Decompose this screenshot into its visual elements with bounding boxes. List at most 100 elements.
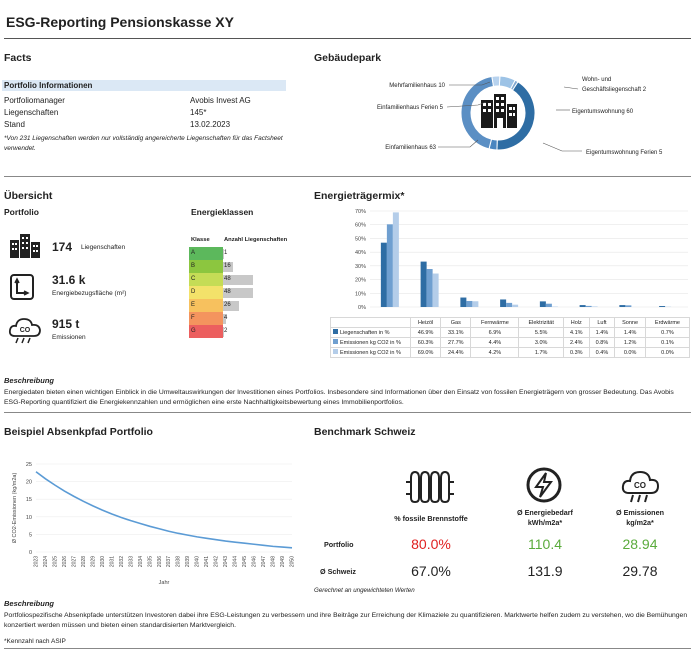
x-tick-label: 2037 xyxy=(166,556,172,567)
x-tick-label: 2044 xyxy=(233,556,239,567)
y-tick-label: 70% xyxy=(355,209,366,215)
bar xyxy=(466,300,473,307)
x-tick-label: 2025 xyxy=(52,556,58,567)
x-tick-label: 2035 xyxy=(147,556,153,567)
energieklasse-count: 2 xyxy=(224,328,228,334)
bar xyxy=(472,301,479,307)
x-tick-label: 2050 xyxy=(290,556,296,567)
energieklasse-swatch xyxy=(189,273,223,286)
leader-line xyxy=(563,86,579,90)
benchmark-col-label: % fossile Brennstoffe xyxy=(394,514,468,523)
divider xyxy=(4,176,691,177)
facts-value: 145* xyxy=(190,108,207,117)
x-tick-label: 2029 xyxy=(90,556,96,567)
benchmark-value-schweiz: 67.0% xyxy=(411,563,451,579)
facts-heading: Facts xyxy=(4,52,32,64)
data-label: 69.0% xyxy=(409,347,442,358)
table-row: Liegenschaften in % 46.9% 33.1% 6.9% 5.5% 4.1… xyxy=(330,327,691,338)
data-label: 27.7% xyxy=(440,337,472,348)
facts-table-header-label: Portfolio Informationen xyxy=(4,81,93,90)
y-tick-label: 20 xyxy=(26,480,32,486)
facts-labels: Portfoliomanager Liegenschaften Stand xyxy=(4,95,65,131)
x-tick-label: 2026 xyxy=(62,556,68,567)
category-label: Heizöl xyxy=(409,317,442,328)
energieklasse-count: 48 xyxy=(224,276,231,282)
data-label: 24.4% xyxy=(440,347,472,358)
category-label: Elektrizität xyxy=(518,317,564,328)
facts-value: 13.02.2023 xyxy=(190,120,231,129)
y-tick-label: 0% xyxy=(358,305,366,311)
y-tick-label: 60% xyxy=(355,223,366,229)
energieklasse-label: E xyxy=(191,302,196,308)
bar xyxy=(585,305,592,307)
donut-label-efhf: Einfamilienhaus Ferien 5 xyxy=(377,105,444,111)
series-name: Liegenschaften in % xyxy=(340,330,390,336)
donut-label-wg: Geschäftsliegenschaft 2 xyxy=(582,87,647,93)
gebaeudepark-heading: Gebäudepark xyxy=(314,52,382,64)
data-label: 1.4% xyxy=(614,327,646,338)
energieklasse-bar xyxy=(223,288,253,298)
energieklasse-swatch xyxy=(189,286,223,299)
data-label: 0.0% xyxy=(644,347,691,358)
energieklasse-swatch xyxy=(189,312,223,325)
category-label: Luft xyxy=(588,317,616,328)
category-label: Erdwärme xyxy=(644,317,691,328)
facts-label: Stand xyxy=(4,120,25,129)
absenkpfad-heading: Beispiel Absenkpfad Portfolio xyxy=(4,426,153,438)
facts-table-header: Portfolio Informationen xyxy=(2,80,286,91)
x-tick-label: 2043 xyxy=(223,556,229,567)
co2-cloud-icon: CO xyxy=(621,470,660,503)
gebaeudepark-donut-chart: Mehrfamilienhaus 10 Wohn- und Geschäftsl… xyxy=(377,75,663,156)
data-label: 0.4% xyxy=(588,347,616,358)
energieklasse-bar xyxy=(223,327,225,337)
energieklasse-bar xyxy=(223,249,224,259)
divider xyxy=(4,648,691,649)
bar xyxy=(500,299,507,307)
x-tick-label: 2036 xyxy=(157,556,163,567)
bar xyxy=(420,261,427,307)
category-label: Holz xyxy=(562,317,590,328)
x-tick-label: 2028 xyxy=(81,556,87,567)
data-label: 33.1% xyxy=(440,327,472,338)
data-label: 0.1% xyxy=(644,337,691,348)
beschreibung-text: Energiedaten bieten einen wichtigen Einb… xyxy=(4,389,674,406)
energietraeger-heading: Energieträgermix* xyxy=(314,190,405,202)
x-tick-label: 2032 xyxy=(119,556,125,567)
benchmark-col-label: Ø Emissionen kg/m2a* xyxy=(616,508,664,527)
area-icon xyxy=(10,274,34,300)
leader-line xyxy=(446,101,487,108)
energieklasse-label: B xyxy=(191,263,196,269)
x-tick-label: 2023 xyxy=(34,556,40,567)
svg-text:CO: CO xyxy=(20,327,31,334)
energieklasse-label: A xyxy=(191,250,196,256)
energieklassen-heading: Energieklassen xyxy=(191,207,254,217)
energieklasse-count: 1 xyxy=(224,250,228,256)
data-label: 5.5% xyxy=(518,327,564,338)
series-name: Emissionen kg CO2 in % xyxy=(340,350,401,356)
energieklasse-bar xyxy=(223,275,253,285)
x-tick-label: 2049 xyxy=(280,556,286,567)
building-icon xyxy=(10,234,40,258)
benchmark-value-portfolio: 110.4 xyxy=(528,536,562,552)
bar xyxy=(506,302,513,307)
energietraeger-bar-chart: 0% 10% 20% 30% 40% 50% 60% 70% xyxy=(355,209,688,311)
energieklasse-bar xyxy=(223,314,226,324)
kpi-label: Liegenschaften xyxy=(81,244,126,251)
x-tick-label: 2031 xyxy=(109,556,115,567)
y-tick-label: 20% xyxy=(355,278,366,284)
category-label: Fernwärme xyxy=(470,317,520,328)
facts-value: Avobis Invest AG xyxy=(190,96,251,105)
table-row: Emissionen kg CO2 in % 60.3% 27.7% 4.4% 3.0%… xyxy=(330,337,691,348)
bar xyxy=(619,305,626,307)
y-axis-label: Ø CO2-Emissionen (kg/m2a) xyxy=(12,473,18,544)
energieklasse-label: C xyxy=(191,276,196,282)
benchmark-value-schweiz: 29.78 xyxy=(622,563,658,579)
donut-label-etw: Eigentumswohnung 60 xyxy=(572,109,634,115)
y-tick-label: 15 xyxy=(26,497,32,503)
bar xyxy=(625,305,632,307)
beschreibung-heading: Beschreibung xyxy=(4,599,55,608)
bar xyxy=(386,224,393,307)
energieklasse-swatch xyxy=(189,325,223,338)
series-label: Emissionen kg CO2 in % xyxy=(330,337,411,348)
